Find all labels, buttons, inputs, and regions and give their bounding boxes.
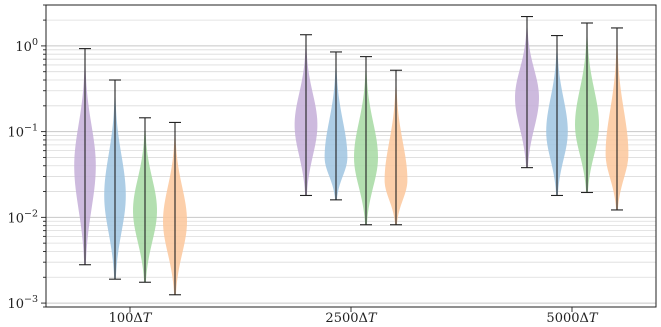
x-category-label: 100ΔT [109,311,153,326]
axis-layer: 10−3 10−2 10−1 100 100ΔT 2500ΔT 5000ΔT [7,4,657,326]
x-category-label: 5000ΔT [546,311,598,326]
y-tick-label: 10−3 [7,294,38,312]
x-category-label: 2500ΔT [325,311,377,326]
y-tick-label: 100 [15,37,38,55]
violin-layer [74,15,629,296]
grid-layer [46,4,656,308]
plot-frame [45,4,657,308]
y-tick-label: 10−1 [7,123,38,141]
y-tick-label: 10−2 [7,208,38,226]
